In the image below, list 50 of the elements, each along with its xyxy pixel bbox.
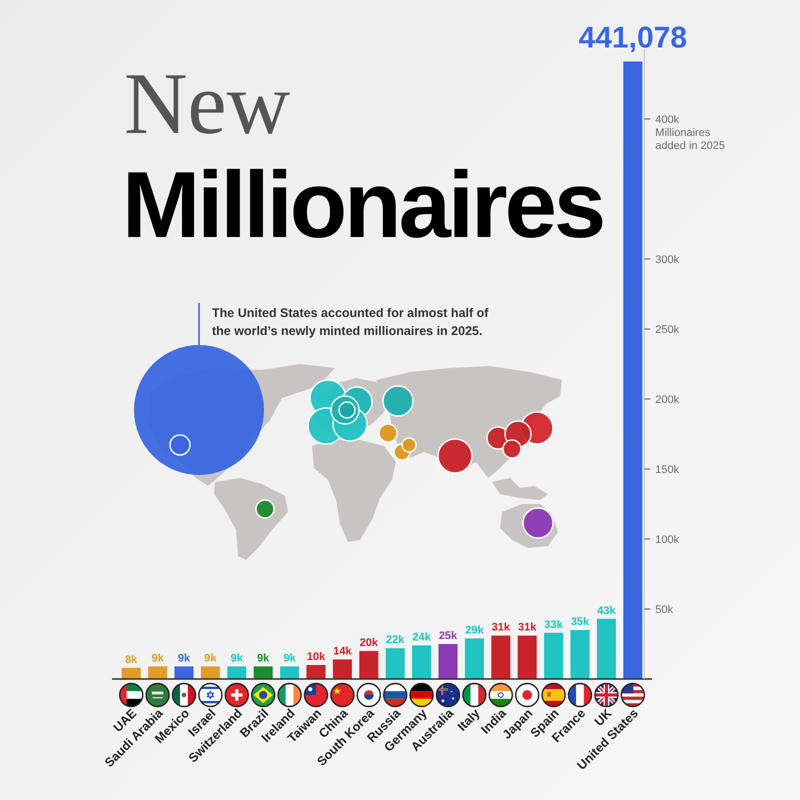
- data-label: 10k: [306, 651, 326, 663]
- data-label: 9k: [151, 652, 165, 664]
- data-label: 9k: [178, 652, 191, 664]
- data-label: 25k: [438, 630, 458, 642]
- data-label: 31k: [492, 622, 511, 634]
- bar: [174, 666, 194, 679]
- data-label: 9k: [230, 652, 244, 664]
- data-label: 24k: [412, 631, 432, 644]
- bar: [623, 61, 642, 679]
- bar: [280, 666, 300, 679]
- bar: [332, 659, 352, 679]
- bar: [148, 666, 168, 679]
- bar: [596, 618, 616, 679]
- bar: [438, 644, 458, 679]
- data-label: 14k: [333, 645, 352, 658]
- y-tick-label: 400k: [655, 114, 680, 126]
- bar: [386, 648, 405, 679]
- y-axis-title: Millionaires added in 2025: [655, 127, 726, 152]
- bar: [518, 636, 537, 679]
- bar: [570, 630, 590, 679]
- data-label: 9k: [283, 652, 297, 664]
- data-label: 29k: [465, 624, 484, 636]
- y-tick-label: 150k: [655, 464, 680, 476]
- y-tick-label: 50k: [655, 604, 674, 616]
- data-label: 20k: [360, 637, 379, 649]
- data-label: 441,078: [578, 21, 688, 54]
- data-label: 8k: [125, 654, 138, 666]
- bar: [491, 636, 510, 679]
- data-label: 35k: [570, 616, 590, 628]
- data-label: 22k: [386, 634, 406, 646]
- bar: [306, 665, 326, 679]
- data-label: 9k: [257, 652, 270, 664]
- y-tick-label: 250k: [655, 324, 680, 336]
- data-label: 9k: [204, 652, 218, 664]
- y-tick-label: 100k: [655, 534, 680, 546]
- bar: [254, 666, 273, 679]
- data-label: 33k: [544, 618, 564, 631]
- annotation: The United States accounted for almost half of the world’s newly minted millionaires in 2025.: [212, 306, 490, 338]
- bar: [544, 632, 564, 679]
- y-tick-label: 300k: [655, 254, 680, 266]
- bar: [412, 645, 432, 679]
- bar: [227, 666, 246, 679]
- text: New Millionaires: [122, 56, 604, 257]
- bar: [122, 668, 141, 679]
- data-label: 31k: [518, 622, 538, 634]
- data-label: 43k: [597, 604, 616, 617]
- bar: [464, 638, 484, 679]
- bar: [359, 651, 378, 679]
- bar: [200, 666, 220, 679]
- y-tick-label: 200k: [655, 394, 680, 406]
